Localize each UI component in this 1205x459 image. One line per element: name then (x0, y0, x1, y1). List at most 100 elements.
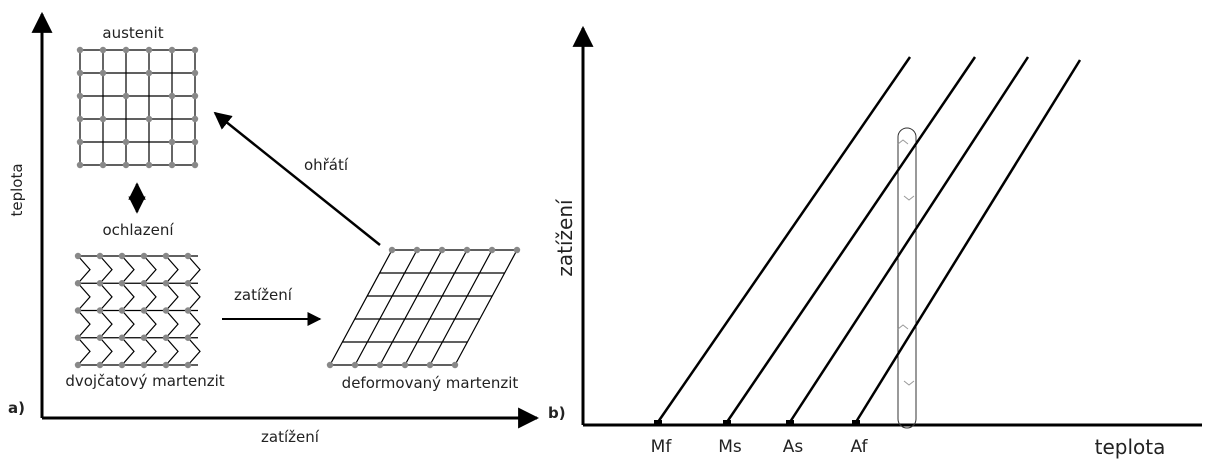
atom (463, 246, 471, 254)
load-path (897, 127, 917, 429)
grid-line (379, 249, 443, 366)
grid-line (329, 249, 393, 366)
grid-line (404, 249, 468, 366)
atom (162, 334, 170, 341)
temperature-marker (786, 420, 794, 426)
deformed-label: deformovaný martenzit (342, 374, 519, 392)
grid-line (454, 249, 518, 366)
temperature-marker (723, 420, 731, 426)
atom (96, 280, 104, 287)
x-axis-title: zatížení (261, 428, 320, 446)
atom (76, 92, 84, 100)
atom (168, 138, 176, 146)
atom (99, 115, 107, 123)
grid-line (354, 249, 418, 366)
heating-label: ohřátí (304, 156, 349, 174)
atom (184, 361, 192, 369)
atom (191, 46, 199, 54)
loading-label: zatížení (234, 286, 293, 304)
path-arrow (903, 195, 915, 201)
atom (118, 252, 126, 260)
atom (326, 361, 334, 369)
atom (162, 280, 170, 287)
atom (122, 92, 130, 100)
atom (96, 334, 104, 341)
path-arrow (903, 380, 915, 386)
atom (74, 307, 82, 314)
atom (122, 161, 130, 169)
atom (184, 334, 192, 341)
atom (351, 361, 359, 369)
atom (140, 307, 148, 314)
atom (388, 246, 396, 254)
atom (168, 46, 176, 54)
atom (145, 115, 153, 123)
atom (96, 252, 104, 260)
panel-label: b) (548, 404, 566, 422)
grid-line (429, 249, 493, 366)
transformation-line (854, 59, 1082, 423)
temperature-label: Mf (651, 437, 673, 457)
atom (513, 246, 521, 254)
atom (99, 161, 107, 169)
atom (376, 361, 384, 369)
temperature-label: As (783, 437, 804, 457)
atom (99, 69, 107, 77)
transformation-line (656, 56, 912, 423)
atom (76, 138, 84, 146)
atom (191, 92, 199, 100)
atom (118, 280, 126, 287)
atom (122, 138, 130, 146)
atom (118, 307, 126, 314)
atom (162, 252, 170, 260)
atom (140, 252, 148, 260)
atom (145, 161, 153, 169)
atom (162, 361, 170, 369)
atom (191, 115, 199, 123)
atom (76, 115, 84, 123)
cooling-label: ochlazení (102, 221, 174, 239)
atom (96, 307, 104, 314)
atom (184, 252, 192, 260)
temperature-marker (852, 420, 860, 426)
twinned-label: dvojčatový martenzit (65, 372, 224, 390)
atom (191, 161, 199, 169)
atom (76, 69, 84, 77)
atom (145, 69, 153, 77)
atom (74, 334, 82, 341)
temperature-marker (654, 420, 662, 426)
atom (168, 161, 176, 169)
y-axis-title: zatížení (553, 198, 577, 277)
x-axis-title: teplota (1095, 435, 1166, 459)
atom (413, 246, 421, 254)
heating-arrow (213, 111, 381, 246)
atom (140, 280, 148, 287)
atom (74, 252, 82, 260)
austenite-label: austenit (102, 24, 163, 42)
atom (426, 361, 434, 369)
path-arrow (897, 324, 909, 330)
transformation-line (725, 56, 977, 423)
atom (96, 361, 104, 369)
atom (118, 361, 126, 369)
y-axis-title: teplota (8, 163, 26, 216)
atom (162, 307, 170, 314)
atom (76, 161, 84, 169)
temperature-label: Ms (718, 437, 742, 457)
atom (451, 361, 459, 369)
atom (191, 69, 199, 77)
path-arrow (897, 139, 909, 145)
atom (145, 46, 153, 54)
atom (99, 46, 107, 54)
atom (488, 246, 496, 254)
atom (191, 138, 199, 146)
atom (401, 361, 409, 369)
atom (74, 280, 82, 287)
temperature-label: Af (850, 437, 868, 457)
atom (184, 280, 192, 287)
atom (122, 46, 130, 54)
panel-label: a) (8, 399, 25, 417)
atom (140, 361, 148, 369)
atom (74, 361, 82, 369)
atom (438, 246, 446, 254)
